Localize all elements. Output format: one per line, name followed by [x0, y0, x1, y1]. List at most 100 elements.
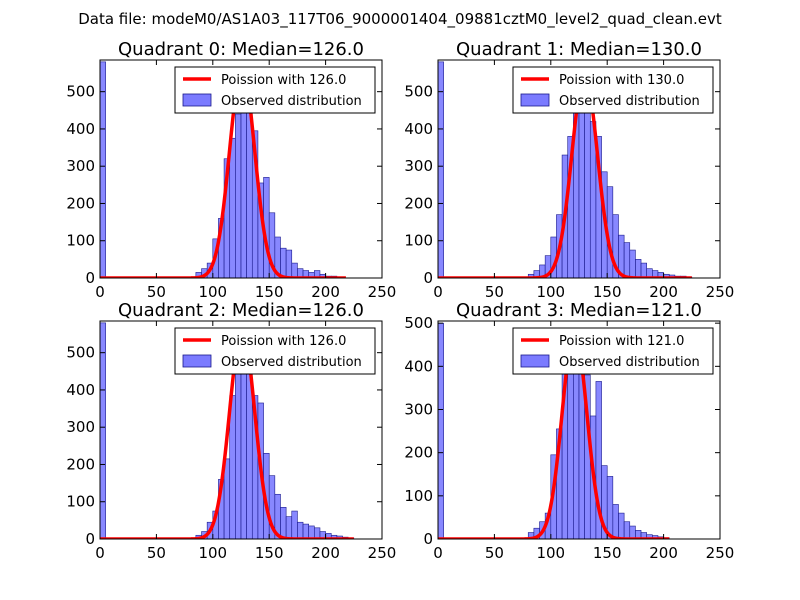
histogram-bar: [612, 504, 619, 539]
y-tick-label: 0: [85, 530, 95, 548]
subplot-title: Quadrant 1: Median=130.0: [456, 39, 702, 60]
x-tick-label: 0: [95, 544, 105, 562]
histogram-bar: [595, 381, 602, 539]
y-tick-label: 400: [66, 381, 95, 399]
x-tick-label: 200: [311, 283, 340, 301]
y-tick-label: 200: [66, 455, 95, 473]
y-tick-label: 500: [404, 314, 433, 332]
histogram-bar: [578, 102, 585, 278]
poisson-curve: [100, 328, 355, 539]
y-tick-label: 100: [404, 232, 433, 250]
figure-suptitle: Data file: modeM0/AS1A03_117T06_90000014…: [78, 10, 722, 29]
y-tick-label: 100: [66, 232, 95, 250]
y-tick-label: 0: [423, 530, 433, 548]
x-tick-label: 150: [593, 283, 622, 301]
x-tick-label: 50: [485, 283, 504, 301]
legend-label-poisson: Poission with 126.0: [221, 73, 346, 88]
plot-area: [100, 61, 348, 278]
y-tick-label: 200: [404, 444, 433, 462]
x-tick-label: 200: [649, 544, 678, 562]
legend-bar-swatch: [182, 354, 212, 368]
histogram-bar: [229, 137, 236, 278]
poisson-curve: [100, 67, 348, 278]
plot-area: [100, 322, 355, 539]
y-tick-label: 400: [404, 357, 433, 375]
x-tick-label: 100: [198, 283, 227, 301]
x-tick-label: 150: [255, 283, 284, 301]
x-tick-label: 100: [198, 544, 227, 562]
x-tick-label: 250: [368, 283, 397, 301]
y-tick-label: 100: [66, 493, 95, 511]
legend-label-poisson: Poission with 130.0: [559, 73, 684, 88]
histogram-bar: [302, 523, 309, 539]
x-tick-label: 0: [433, 283, 443, 301]
subplot-1: 0 50 100 150 200 250 0 100 200 300 400 500 Quadrant …: [404, 39, 734, 301]
histogram-bar: [280, 247, 287, 278]
subplot-title: Quadrant 2: Median=126.0: [118, 300, 364, 321]
legend: Poission with 130.0 Observed distribution: [512, 66, 714, 114]
legend: Poission with 121.0 Observed distribution: [512, 327, 714, 375]
y-tick-label: 400: [66, 120, 95, 138]
x-tick-label: 200: [311, 544, 340, 562]
x-tick-label: 150: [593, 544, 622, 562]
y-tick-label: 300: [404, 400, 433, 418]
subplot-grid: 0 50 100 150 200 2500100200300400500Quadrant …: [66, 39, 734, 562]
x-tick-label: 150: [255, 544, 284, 562]
axes-frame: [99, 59, 383, 279]
axes-frame: [437, 59, 721, 279]
legend-label-observed: Observed distribution: [559, 355, 700, 370]
x-tick-label: 100: [536, 544, 565, 562]
histogram-bar: [297, 521, 304, 539]
histogram-bar: [280, 507, 287, 539]
histogram-bar: [438, 61, 444, 278]
subplot-title: Quadrant 0: Median=126.0: [118, 39, 364, 60]
histogram-bar: [438, 322, 444, 539]
x-tick-label: 0: [95, 283, 105, 301]
y-tick-label: 0: [85, 269, 95, 287]
poisson-curve: [438, 73, 693, 278]
histogram-bar: [629, 249, 636, 278]
histogram-bar: [618, 512, 625, 539]
legend: Poission with 126.0 Observed distribution: [174, 66, 376, 114]
histogram-bar: [100, 61, 106, 278]
legend: Poission with 126.0 Observed distribution: [174, 327, 376, 375]
histogram-bar: [635, 259, 642, 278]
x-tick-label: 200: [649, 283, 678, 301]
axes-frame: [99, 320, 383, 540]
legend-label-observed: Observed distribution: [559, 94, 700, 109]
histogram-bar: [606, 476, 614, 539]
x-tick-label: 250: [706, 544, 735, 562]
histogram-bar: [308, 525, 315, 539]
subplot-title: Quadrant 3: Median=121.0: [456, 300, 702, 321]
y-tick-label: 300: [404, 157, 433, 175]
histogram-bar: [640, 262, 647, 278]
histogram-bar: [291, 262, 298, 278]
axes-frame: [437, 320, 721, 540]
y-tick-label: 500: [66, 83, 95, 101]
x-tick-label: 50: [147, 283, 166, 301]
x-tick-label: 0: [433, 544, 443, 562]
histogram-bar: [235, 369, 242, 539]
y-tick-label: 300: [66, 418, 95, 436]
x-tick-label: 250: [368, 544, 397, 562]
legend-label-observed: Observed distribution: [221, 94, 362, 109]
histogram-bar: [100, 322, 106, 539]
x-tick-label: 50: [485, 544, 504, 562]
y-tick-label: 400: [404, 120, 433, 138]
legend-label-observed: Observed distribution: [221, 355, 362, 370]
legend-label-poisson: Poission with 121.0: [559, 334, 684, 349]
histogram-bar: [623, 242, 631, 278]
histogram-bar: [623, 521, 631, 539]
subplot-3: 0 50 100 150 200 250 0 100 200 300 400 500 Quadrant …: [404, 300, 734, 562]
y-tick-label: 500: [66, 344, 95, 362]
y-tick-label: 300: [66, 157, 95, 175]
legend-bar-swatch: [520, 354, 550, 368]
histogram-bar: [629, 525, 636, 539]
x-tick-label: 50: [147, 544, 166, 562]
y-tick-label: 100: [404, 487, 433, 505]
y-tick-label: 200: [66, 194, 95, 212]
y-tick-label: 0: [423, 269, 433, 287]
y-tick-label: 500: [404, 83, 433, 101]
x-tick-label: 250: [706, 283, 735, 301]
